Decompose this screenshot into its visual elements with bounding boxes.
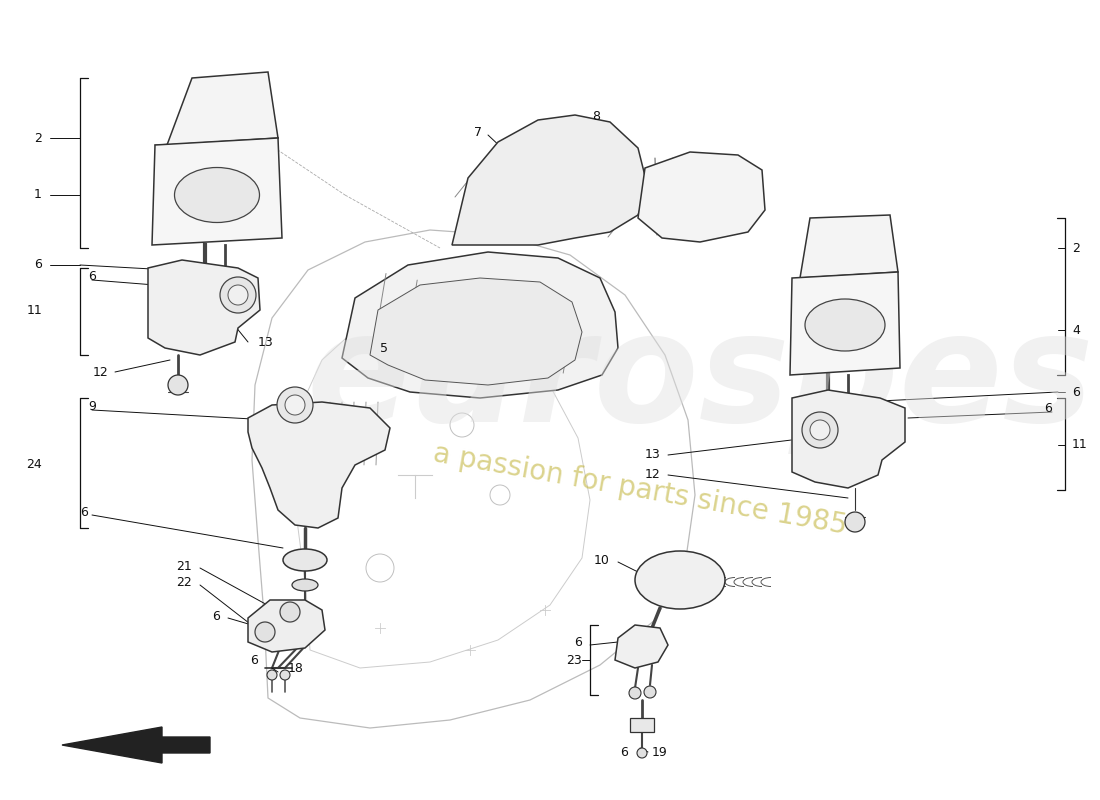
Text: 6: 6 <box>1072 386 1080 398</box>
Text: 6: 6 <box>34 258 42 271</box>
Bar <box>630 718 654 732</box>
Text: 12: 12 <box>645 469 660 482</box>
Text: 13: 13 <box>258 335 274 349</box>
Circle shape <box>280 670 290 680</box>
Polygon shape <box>792 390 905 488</box>
Polygon shape <box>167 72 278 145</box>
Ellipse shape <box>175 167 260 222</box>
Text: 2: 2 <box>34 131 42 145</box>
Text: 23: 23 <box>566 654 582 666</box>
Text: 6: 6 <box>1044 402 1052 414</box>
Text: 6: 6 <box>80 506 88 518</box>
Polygon shape <box>800 215 898 278</box>
Circle shape <box>168 375 188 395</box>
Text: 9: 9 <box>88 399 96 413</box>
Text: 12: 12 <box>92 366 108 378</box>
Text: 18: 18 <box>288 662 304 674</box>
Ellipse shape <box>283 549 327 571</box>
Circle shape <box>255 622 275 642</box>
Polygon shape <box>342 252 618 398</box>
Circle shape <box>280 602 300 622</box>
Text: 7: 7 <box>474 126 482 138</box>
Polygon shape <box>248 402 390 528</box>
Circle shape <box>845 512 865 532</box>
Polygon shape <box>638 152 764 242</box>
Polygon shape <box>152 138 282 245</box>
Text: 13: 13 <box>645 449 660 462</box>
Ellipse shape <box>805 299 886 351</box>
Text: a passion for parts since 1985: a passion for parts since 1985 <box>431 440 849 540</box>
Ellipse shape <box>292 579 318 591</box>
Circle shape <box>285 395 305 415</box>
Text: 22: 22 <box>176 577 192 590</box>
Text: 2: 2 <box>1072 242 1080 254</box>
Text: 1: 1 <box>34 189 42 202</box>
Circle shape <box>629 687 641 699</box>
Text: 10: 10 <box>594 554 610 566</box>
Text: 6: 6 <box>88 270 96 282</box>
Text: 11: 11 <box>1072 438 1088 451</box>
Text: 4: 4 <box>1072 323 1080 337</box>
Text: 6: 6 <box>620 746 628 758</box>
Circle shape <box>228 285 248 305</box>
Text: 19: 19 <box>652 746 668 758</box>
Circle shape <box>267 670 277 680</box>
Text: 5: 5 <box>379 342 388 354</box>
Text: 6: 6 <box>250 654 258 666</box>
Circle shape <box>644 686 656 698</box>
Text: 8: 8 <box>592 110 600 122</box>
Polygon shape <box>62 727 210 763</box>
Circle shape <box>220 277 256 313</box>
Text: eurospes: eurospes <box>306 306 1093 454</box>
Circle shape <box>637 748 647 758</box>
Polygon shape <box>148 260 260 355</box>
Text: 21: 21 <box>176 559 192 573</box>
Polygon shape <box>452 115 648 245</box>
Polygon shape <box>370 278 582 385</box>
Circle shape <box>277 387 313 423</box>
Circle shape <box>802 412 838 448</box>
Circle shape <box>810 420 830 440</box>
Text: 6: 6 <box>212 610 220 622</box>
Text: 24: 24 <box>26 458 42 471</box>
Polygon shape <box>615 625 668 668</box>
Text: 6: 6 <box>574 637 582 650</box>
Text: 11: 11 <box>26 303 42 317</box>
Polygon shape <box>790 272 900 375</box>
Ellipse shape <box>635 551 725 609</box>
Polygon shape <box>248 600 324 652</box>
